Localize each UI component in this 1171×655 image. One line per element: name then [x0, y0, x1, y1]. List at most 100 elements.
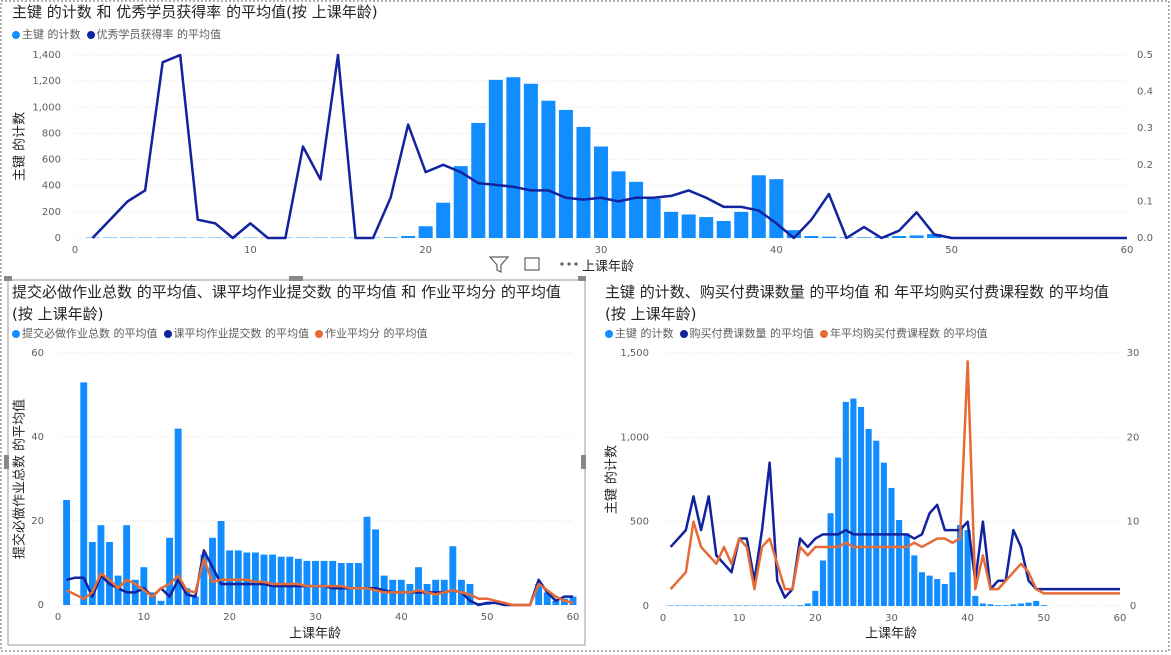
legend-item: 课平均作业提交数 的平均值	[163, 325, 310, 341]
legend-marker	[163, 330, 172, 338]
legend-label: 作业平均分 的平均值	[325, 327, 428, 340]
bar	[418, 226, 433, 238]
bar	[734, 211, 749, 238]
y-tick-label: 800	[42, 128, 61, 139]
line	[669, 461, 1120, 599]
x-axis-label: 上课年龄	[289, 627, 341, 642]
x-tick-label: 10	[244, 245, 257, 256]
bar	[552, 600, 560, 605]
bar	[667, 605, 674, 606]
bar	[705, 605, 712, 606]
bar	[972, 595, 979, 606]
bar	[964, 530, 971, 606]
x-axis-label: 上课年龄	[582, 260, 634, 275]
legend-marker	[12, 31, 20, 39]
legend-item: 提交必做作业总数 的平均值	[12, 325, 158, 341]
chart-title: 主键 的计数、购买付费课数量 的平均值 和 年平均购买付费课程数 的平均值(按 …	[605, 283, 1109, 323]
bar	[812, 590, 819, 606]
y-tick-label: 0	[38, 600, 44, 611]
x-tick-label: 60	[567, 612, 580, 623]
legend-item: 作业平均分 的平均值	[315, 325, 428, 341]
bar	[406, 584, 414, 605]
y-tick-label: 60	[31, 348, 44, 359]
bar	[251, 552, 259, 605]
bar	[911, 555, 918, 606]
bar	[646, 198, 661, 238]
legend-marker	[820, 330, 828, 338]
bar	[148, 592, 156, 605]
bar	[789, 605, 796, 606]
y-axis-label: 主键 的计数	[12, 112, 28, 181]
legend: 主键 的计数 优秀学员获得率 的平均值	[12, 26, 221, 42]
bar	[979, 603, 986, 606]
legend-label: 购买付费课数量 的平均值	[689, 327, 815, 340]
bar	[523, 83, 538, 238]
legend-label: 提交必做作业总数 的平均值	[22, 327, 158, 340]
x-tick-label: 20	[419, 245, 432, 256]
bar	[892, 236, 907, 238]
bar	[873, 440, 880, 606]
y-axis-label: 提交必做作业总数 的平均值	[12, 399, 28, 559]
bar	[423, 584, 431, 605]
y-tick-label: 1,000	[32, 102, 61, 113]
x-tick-label: 0	[72, 245, 78, 256]
bar	[453, 166, 468, 238]
bar	[123, 525, 131, 605]
bar	[166, 537, 174, 605]
y-tick-label: 1,400	[32, 50, 61, 61]
x-tick-label: 50	[945, 245, 958, 256]
bar	[200, 554, 208, 605]
bar	[63, 500, 71, 605]
y2-tick-label: 0.0	[1137, 233, 1153, 244]
bar	[226, 550, 234, 605]
bar	[781, 605, 788, 606]
bar	[1017, 603, 1025, 606]
legend: 提交必做作业总数 的平均值 课平均作业提交数 的平均值 作业平均分 的平均值	[12, 325, 428, 341]
x-axis-label: 上课年龄	[865, 627, 917, 642]
bar	[728, 605, 735, 606]
bar	[106, 542, 113, 605]
bar	[835, 457, 842, 606]
bar	[926, 575, 933, 606]
bar	[1033, 600, 1040, 606]
legend-marker	[12, 330, 20, 338]
legend-label: 课平均作业提交数 的平均值	[173, 327, 310, 340]
y2-tick-label: 0.2	[1137, 160, 1153, 171]
bar	[827, 513, 834, 606]
bar	[114, 575, 122, 605]
bar	[675, 605, 682, 606]
bar	[769, 179, 784, 238]
legend-item: 购买付费课数量 的平均值	[679, 325, 815, 341]
bar	[865, 428, 872, 606]
x-tick-label: 40	[395, 612, 408, 623]
bar	[543, 592, 551, 605]
y-tick-label: 500	[630, 517, 649, 528]
bar	[758, 605, 766, 606]
bar	[797, 605, 804, 606]
y2-tick-label: 10	[1127, 517, 1140, 528]
bar	[743, 605, 750, 606]
legend-marker	[86, 31, 95, 39]
bar	[987, 604, 994, 606]
bar	[558, 109, 573, 239]
y2-tick-label: 0.5	[1137, 50, 1153, 61]
legend-marker	[679, 330, 688, 338]
line	[669, 360, 1120, 595]
bar	[354, 563, 362, 605]
bar	[1002, 605, 1009, 606]
visual-toolbar[interactable]	[488, 256, 578, 273]
legend-label: 优秀学员获得率 的平均值	[96, 28, 222, 41]
bar	[183, 588, 191, 605]
bar	[751, 605, 758, 606]
bar	[856, 237, 872, 238]
bar	[569, 596, 577, 605]
bar	[857, 406, 865, 606]
bar	[682, 605, 689, 606]
x-tick-label: 10	[733, 613, 746, 624]
bar	[471, 122, 486, 238]
line	[91, 53, 1127, 240]
y-tick-label: 400	[42, 181, 61, 192]
bar	[286, 556, 294, 605]
bar	[786, 230, 801, 238]
